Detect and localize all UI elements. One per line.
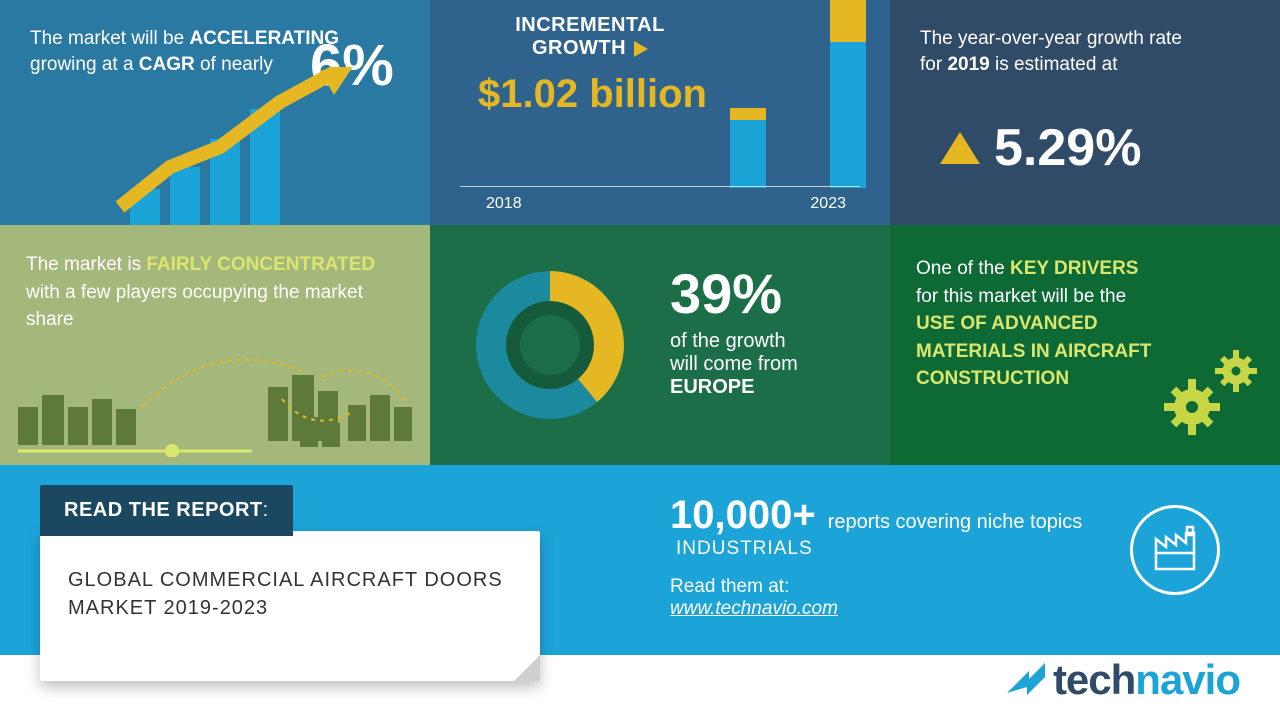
logo-pre: tech bbox=[1053, 656, 1135, 703]
industrial-circle-icon bbox=[1130, 505, 1220, 595]
report-card: GLOBAL COMMERCIAL AIRCRAFT DOORS MARKET … bbox=[40, 531, 540, 681]
factory-icon bbox=[1150, 525, 1200, 575]
p5-l1: of the growth bbox=[670, 330, 798, 353]
p6-l4: MATERIALS IN AIRCRAFT bbox=[916, 338, 1151, 366]
p3-line2-pre: for bbox=[920, 54, 947, 75]
p3-line1: The year-over-year growth rate bbox=[920, 28, 1182, 50]
p4-l3: share bbox=[26, 306, 375, 334]
p6-l5: CONSTRUCTION bbox=[916, 365, 1151, 393]
count-desc: reports covering niche topics bbox=[828, 511, 1083, 534]
report-title: GLOBAL COMMERCIAL AIRCRAFT DOORS MARKET … bbox=[68, 566, 512, 622]
p5-l3: EUROPE bbox=[670, 376, 798, 399]
read-report-label: READ THE REPORT bbox=[64, 499, 263, 521]
panel-drivers: One of the KEY DRIVERS for this market w… bbox=[890, 225, 1280, 465]
p4-l2: with a few players occupying the market bbox=[26, 279, 375, 307]
p2-axis bbox=[460, 186, 860, 187]
p6-l2: for this market will be the bbox=[916, 283, 1151, 311]
buildings-icon bbox=[12, 347, 422, 457]
panel-yoy: The year-over-year growth rate for 2019 … bbox=[890, 0, 1280, 225]
technavio-logo: technavio bbox=[1005, 656, 1240, 704]
count-sub: INDUSTRIALS bbox=[676, 538, 1082, 560]
p6-l3: USE OF ADVANCED bbox=[916, 310, 1151, 338]
triangle-right-icon bbox=[634, 41, 648, 57]
logo-accent: navio bbox=[1135, 656, 1240, 703]
triangle-up-icon bbox=[940, 132, 980, 164]
panel-concentration: The market is FAIRLY CONCENTRATED with a… bbox=[0, 225, 430, 465]
panel-footer: READ THE REPORT: GLOBAL COMMERCIAL AIRCR… bbox=[0, 465, 1280, 720]
gears-icon bbox=[1158, 337, 1268, 447]
p4-l1-bold: FAIRLY CONCENTRATED bbox=[146, 254, 375, 275]
p4-l1-pre: The market is bbox=[26, 254, 146, 275]
p3-line2-bold: 2019 bbox=[947, 54, 989, 75]
url-link[interactable]: www.technavio.com bbox=[670, 598, 838, 619]
read-report-tab: READ THE REPORT: bbox=[40, 485, 293, 536]
p2-label-2018: 2018 bbox=[486, 195, 522, 213]
cagr-chart-icon bbox=[110, 67, 390, 225]
donut-chart bbox=[460, 255, 640, 435]
p5-value: 39% bbox=[670, 261, 798, 326]
p6-l1-bold: KEY DRIVERS bbox=[1010, 258, 1138, 279]
p5-l2: will come from bbox=[670, 353, 798, 376]
logo-arrow-icon bbox=[1005, 659, 1047, 701]
p2-title-2: GROWTH bbox=[532, 37, 626, 59]
p1-line1-pre: The market will be bbox=[30, 28, 189, 49]
incremental-bars bbox=[720, 0, 880, 205]
p3-line2-post: is estimated at bbox=[990, 54, 1118, 75]
p2-value: $1.02 billion bbox=[478, 72, 707, 117]
panel-cagr: The market will be ACCELERATING growing … bbox=[0, 0, 430, 225]
p2-title-1: INCREMENTAL bbox=[490, 14, 690, 37]
p2-label-2023: 2023 bbox=[810, 195, 846, 213]
read-at: Read them at: bbox=[670, 576, 1082, 598]
panel-europe: 39% of the growth will come from EUROPE bbox=[430, 225, 890, 465]
p3-value: 5.29% bbox=[994, 118, 1141, 178]
count-value: 10,000+ bbox=[670, 493, 816, 538]
panel-incremental: INCREMENTAL GROWTH $1.02 billion 2018 20… bbox=[430, 0, 890, 225]
p6-l1-pre: One of the bbox=[916, 258, 1010, 279]
